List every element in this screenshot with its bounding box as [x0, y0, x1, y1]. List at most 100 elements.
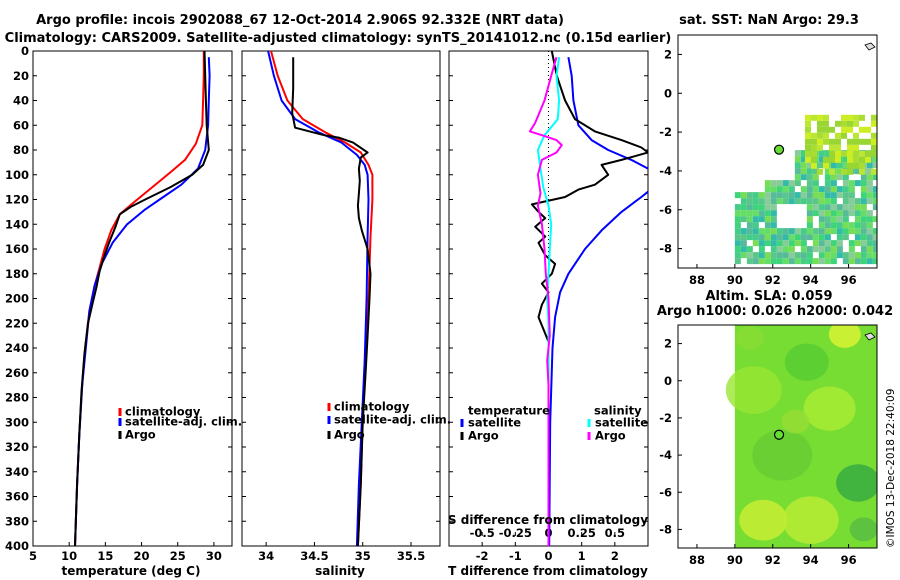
sst-cell [872, 186, 877, 193]
sst-cell [734, 252, 741, 259]
y-tick-label: 340 [5, 465, 29, 479]
sst-cell [824, 246, 831, 253]
plot-frame [241, 50, 441, 547]
sst-cell [828, 144, 835, 151]
series-line-satellite-adj-clim- [267, 51, 370, 546]
sst-cell [734, 240, 741, 247]
sst-cell [812, 186, 819, 193]
sla-map-title: Altim. SLA: 0.059 [706, 289, 833, 304]
y-tick-label: -6 [659, 485, 672, 499]
sst-cell [740, 192, 747, 199]
sst-cell [794, 258, 801, 265]
sst-cell [830, 204, 837, 211]
x-tick-label: 34 [258, 549, 274, 563]
sst-cell [860, 198, 867, 205]
sst-cell [866, 258, 873, 265]
sst-cell [734, 234, 741, 241]
sst-cell [864, 126, 871, 133]
sst-cell [848, 258, 855, 265]
sst-cell [764, 240, 771, 247]
sst-cell [830, 180, 837, 187]
sst-cell [752, 210, 759, 217]
y-tick-label: 120 [5, 193, 29, 207]
sst-cell [842, 234, 849, 241]
sst-cell [824, 222, 831, 229]
sst-cell [740, 198, 747, 205]
sst-cell [866, 216, 873, 223]
sst-cell [830, 258, 837, 265]
sst-cell [776, 234, 783, 241]
sst-cell [822, 138, 829, 145]
sst-cell [776, 246, 783, 253]
sst-cell [752, 240, 759, 247]
sst-cell [854, 210, 861, 217]
sla-blob [782, 496, 839, 544]
y-tick-label: 60 [13, 118, 29, 132]
sst-cell [740, 234, 747, 241]
sst-cell [806, 210, 813, 217]
sst-cell [794, 240, 801, 247]
sst-cell [770, 216, 777, 223]
sst-cell [758, 252, 765, 259]
x-tick-label: 96 [841, 553, 857, 567]
sst-cell [818, 228, 825, 235]
sst-cell [848, 204, 855, 211]
sst-cell [800, 174, 807, 181]
sst-cell [818, 204, 825, 211]
sst-cell [854, 252, 861, 259]
sst-cell [848, 186, 855, 193]
x-tick-label: 0 [544, 549, 552, 563]
sst-cell [800, 168, 807, 175]
sst-cell [812, 180, 819, 187]
sst-cell [860, 210, 867, 217]
sst-cell [860, 216, 867, 223]
sst-cell [816, 138, 823, 145]
sst-cell [848, 192, 855, 199]
sst-cell [836, 174, 843, 181]
sst-cell [846, 138, 853, 145]
sst-cell [866, 222, 873, 229]
sst-cell [782, 252, 789, 259]
sst-cell [740, 240, 747, 247]
difference-legend: temperature salinity satellite Argo sate… [460, 404, 648, 443]
y-tick-label: 360 [5, 490, 29, 504]
sst-cell [810, 138, 817, 145]
sla-blob [849, 517, 877, 542]
coastline [864, 42, 876, 51]
sst-cell [740, 210, 747, 217]
series-line-argo [74, 51, 210, 546]
sst-cell [848, 222, 855, 229]
sst-cell [848, 228, 855, 235]
sst-cell [812, 198, 819, 205]
series-line-argo [291, 57, 372, 546]
sst-cell [866, 210, 873, 217]
sst-cell [806, 192, 813, 199]
x-tick-label: 88 [689, 273, 705, 287]
sst-cell [824, 216, 831, 223]
sst-cell [860, 258, 867, 265]
sst-cell [734, 192, 741, 199]
sst-cell [836, 240, 843, 247]
sst-cell [818, 240, 825, 247]
legend-label: satellite [595, 416, 648, 430]
x-tick-label: 1 [578, 549, 586, 563]
sla-blob [781, 409, 810, 434]
sst-cell [776, 252, 783, 259]
sst-cell [846, 156, 853, 163]
sst-cell [746, 222, 753, 229]
sst-cell [828, 156, 835, 163]
y-tick-label: 400 [5, 539, 29, 553]
sst-cell [846, 168, 853, 175]
sst-cell [800, 252, 807, 259]
sst-cell [782, 192, 789, 199]
sst-cell [794, 150, 801, 157]
sst-cell [782, 246, 789, 253]
sst-cell [872, 234, 877, 241]
sst-cell [866, 246, 873, 253]
sst-cell [842, 216, 849, 223]
sst-cell [872, 258, 877, 265]
sst-cell [866, 198, 873, 205]
sst-cell [776, 228, 783, 235]
sst-cell [836, 216, 843, 223]
sst-cell [860, 204, 867, 211]
